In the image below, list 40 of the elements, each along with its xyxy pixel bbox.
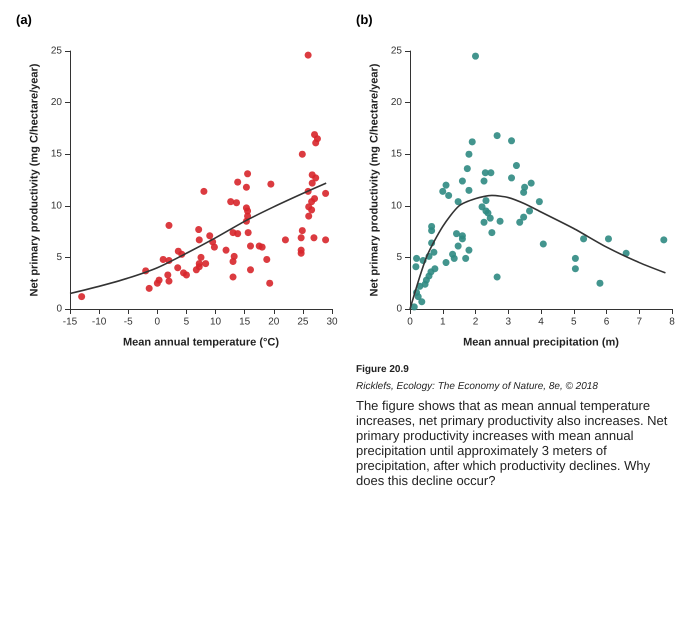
y-tick-label: 0	[396, 304, 402, 314]
x-tick-label: 5	[570, 316, 577, 328]
x-tick-label: 25	[297, 316, 309, 328]
y-tick-label: 5	[396, 252, 402, 263]
chart-title: (b)	[355, 11, 374, 29]
x-tick-label: 0	[407, 316, 414, 328]
y-tick-label: 15	[50, 148, 62, 160]
y-tick-label: 25	[50, 46, 62, 56]
x-tick-label: -10	[92, 316, 107, 328]
x-tick-label: 30	[326, 316, 338, 328]
y-tick-label: 25	[390, 46, 402, 56]
x-tick-label: 7	[636, 316, 642, 328]
y-tick-label: 10	[50, 200, 62, 212]
x-tick-label: 2	[472, 316, 479, 328]
y-tick-label: 0	[56, 304, 62, 314]
chart-title: (a)	[15, 11, 33, 29]
x-tick-label: 10	[210, 316, 222, 328]
y-tick-label: 20	[390, 97, 402, 108]
y-axis-title: Net primary productivity (mg C/hectare/year)	[28, 63, 40, 296]
x-axis-title: Mean annual precipitation (m)	[463, 336, 620, 348]
x-tick-label: 5	[184, 316, 190, 328]
y-tick-label: 5	[56, 252, 62, 263]
y-tick-label: 15	[390, 148, 402, 160]
x-tick-label: 6	[604, 316, 610, 328]
x-tick-label: -5	[124, 316, 134, 328]
x-tick-label: 0	[154, 316, 161, 328]
x-tick-label: 15	[239, 316, 251, 328]
caption: Figure 20.9	[355, 363, 410, 377]
x-axis-title: Mean annual temperature (°C)	[123, 336, 280, 348]
y-tick-label: 10	[390, 200, 402, 212]
x-tick-label: 3	[505, 316, 512, 328]
text: Ricklefs, Ecology: The Economy of Nature, 8e, © 2018	[355, 380, 599, 394]
y-tick-label: 20	[50, 97, 62, 108]
x-tick-label: -15	[62, 316, 78, 328]
text: The figure shows that as mean annual temperature increases, net primary productivity also increases. Net primary productivity increases with mean annual precipitation until approximately 3 meters of precipitation, after which productivity declines. Why does this decline occur?	[355, 397, 668, 490]
x-tick-label: 8	[669, 316, 676, 328]
y-axis-title: Net primary productivity (mg C/hectare/year)	[368, 63, 380, 296]
x-tick-label: 20	[268, 316, 280, 328]
x-tick-label: 1	[440, 316, 446, 328]
x-tick-label: 4	[538, 316, 544, 328]
